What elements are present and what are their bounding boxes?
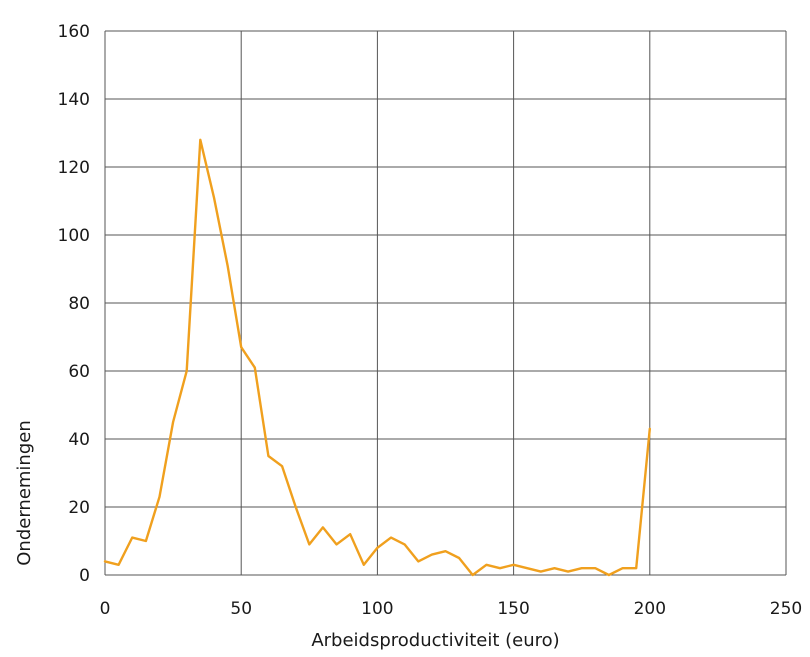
x-tick-label: 150 bbox=[497, 599, 529, 619]
x-tick-label: 250 bbox=[770, 599, 802, 619]
y-axis-ticks: 0 20 40 60 80 100 120 140 160 bbox=[58, 22, 90, 586]
y-axis-label: Ondernemingen bbox=[14, 420, 35, 566]
y-tick-label: 20 bbox=[68, 498, 90, 518]
grid bbox=[104, 30, 787, 576]
y-tick-label: 160 bbox=[58, 22, 90, 42]
x-axis-ticks: 0 50 100 150 200 250 bbox=[100, 599, 803, 619]
x-tick-label: 100 bbox=[361, 599, 393, 619]
y-tick-label: 140 bbox=[58, 90, 90, 110]
x-axis-label: Arbeidsproductiviteit (euro) bbox=[311, 630, 559, 651]
y-tick-label: 120 bbox=[58, 158, 90, 178]
series-layer bbox=[103, 138, 651, 577]
y-tick-label: 0 bbox=[79, 566, 90, 586]
x-tick-label: 0 bbox=[100, 599, 111, 619]
y-tick-label: 60 bbox=[68, 362, 90, 382]
y-tick-label: 40 bbox=[68, 430, 90, 450]
y-tick-label: 100 bbox=[58, 226, 90, 246]
x-tick-label: 50 bbox=[230, 599, 252, 619]
y-tick-label: 80 bbox=[68, 294, 90, 314]
series-line bbox=[103, 138, 651, 577]
x-tick-label: 200 bbox=[634, 599, 666, 619]
